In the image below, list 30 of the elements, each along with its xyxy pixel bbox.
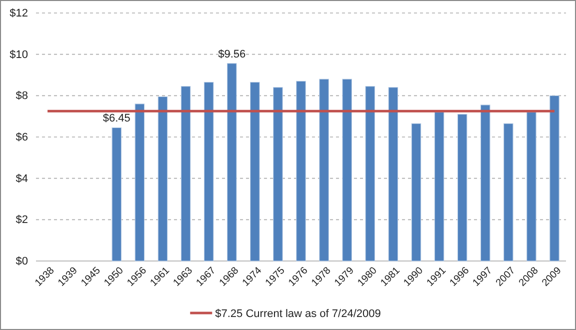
y-tick-label: $2 [16, 214, 28, 226]
bar [480, 104, 490, 262]
bar [226, 63, 237, 262]
bar [134, 104, 145, 262]
bar [388, 87, 398, 262]
bar [434, 112, 444, 262]
y-tick-label: $8 [16, 90, 28, 102]
bar [296, 80, 306, 262]
y-tick-label: $12 [10, 8, 28, 20]
bar [319, 78, 329, 262]
y-tick-label: $6 [16, 132, 28, 144]
bar [457, 114, 468, 262]
y-tick-label: $10 [10, 48, 28, 61]
bar [411, 123, 422, 262]
data-label: $6.45 [102, 112, 130, 125]
bar [158, 96, 168, 262]
bar [342, 78, 352, 262]
legend-label: $7.25 Current law as of 7/24/2009 [215, 308, 381, 320]
bar [180, 86, 191, 262]
bar [526, 112, 536, 262]
bar [204, 82, 214, 262]
data-label: $9.56 [218, 48, 246, 60]
y-tick-label: $4 [16, 172, 28, 185]
bar [550, 95, 560, 262]
bar [273, 87, 283, 262]
y-tick-label: $0 [16, 256, 28, 268]
bar [250, 82, 260, 262]
bar [365, 86, 376, 262]
bar [503, 123, 514, 262]
bar [112, 127, 122, 262]
